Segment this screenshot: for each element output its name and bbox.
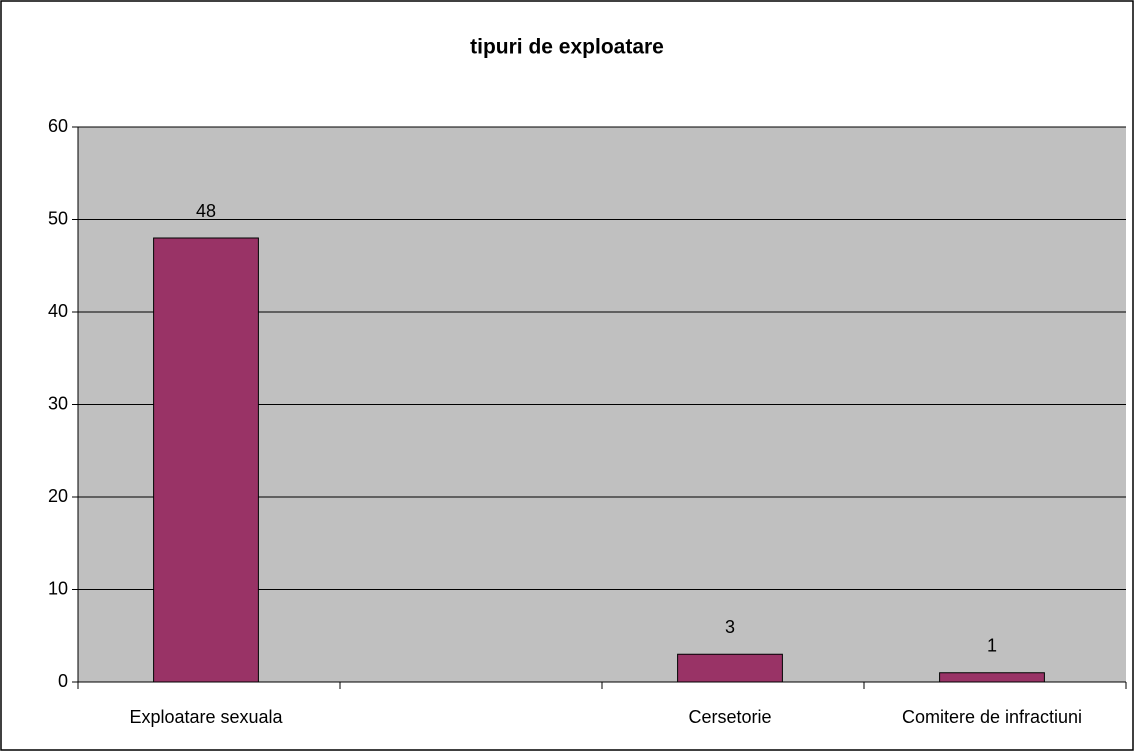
data-label: 1 — [987, 636, 997, 656]
bar — [939, 672, 1045, 683]
y-tick-label: 30 — [48, 393, 68, 413]
chart-title: tipuri de exploatare — [470, 36, 664, 59]
y-tick-label: 20 — [48, 486, 68, 506]
y-tick-label: 0 — [58, 671, 68, 691]
y-tick-label: 10 — [48, 578, 68, 598]
y-tick-label: 60 — [48, 116, 68, 136]
x-tick-label: Cersetorie — [688, 707, 771, 727]
y-tick-label: 40 — [48, 301, 68, 321]
data-label: 3 — [725, 617, 735, 637]
data-label: 48 — [196, 201, 216, 221]
x-tick-label: Exploatare sexuala — [129, 707, 283, 727]
y-tick-label: 50 — [48, 208, 68, 228]
bar — [677, 653, 783, 683]
bar — [153, 237, 259, 683]
x-tick-label: Comitere de infractiuni — [902, 707, 1082, 727]
